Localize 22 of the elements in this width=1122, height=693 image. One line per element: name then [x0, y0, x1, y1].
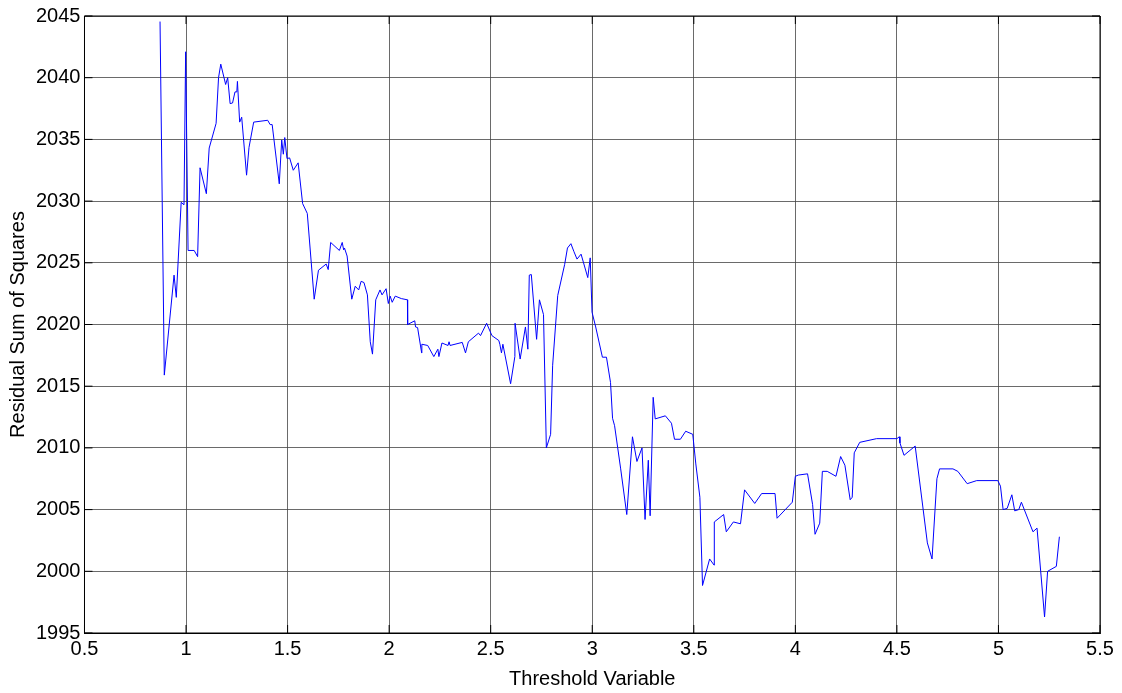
y-tick-label: 2015	[35, 373, 81, 396]
y-tick-label: 2040	[35, 65, 81, 88]
y-tick-label: 2010	[35, 435, 81, 458]
x-tick-label: 4.5	[882, 636, 911, 659]
x-tick-label: 2	[383, 636, 395, 659]
y-tick-label: 2045	[35, 3, 81, 26]
y-tick-label: 2000	[35, 558, 81, 581]
x-tick-label: 4	[789, 636, 801, 659]
x-axis-title: Threshold Variable	[509, 666, 676, 689]
x-tick-label: 5	[992, 636, 1005, 659]
x-tick-label: 2.5	[476, 636, 505, 659]
y-tick-label: 2035	[35, 126, 81, 149]
x-tick-label: 5.5	[1086, 636, 1114, 659]
x-tick-label: 3.5	[679, 636, 708, 659]
x-tick-label: 1	[180, 636, 192, 659]
x-tick-label: 3	[586, 636, 598, 659]
y-tick-label: 2030	[35, 188, 81, 211]
y-tick-label: 2020	[35, 312, 81, 335]
y-tick-label: 2025	[35, 250, 81, 273]
x-tick-label: 1.5	[273, 636, 302, 659]
y-tick-label: 2005	[35, 497, 81, 520]
y-axis-title: Residual Sum of Squares	[5, 211, 28, 438]
